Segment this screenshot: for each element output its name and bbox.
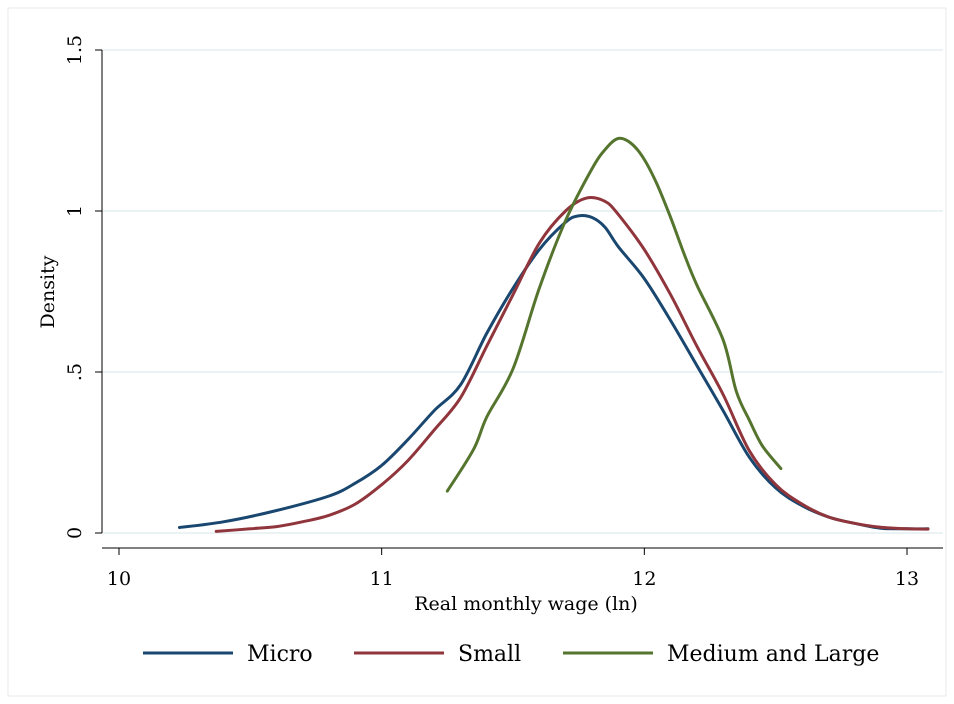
y-tick-label: 1 (64, 205, 86, 217)
y-tick-label: 1.5 (64, 35, 86, 65)
x-tick-label: 13 (895, 568, 919, 590)
y-axis-title: Density (37, 255, 59, 328)
y-tick-label: .5 (64, 363, 86, 381)
axes: 0 .5 1 1.5 10 11 12 13 (64, 35, 943, 590)
series-line-small (214, 196, 930, 533)
legend-label-micro: Micro (247, 642, 313, 667)
legend-label-small: Small (458, 642, 521, 667)
x-tick-label: 12 (632, 568, 656, 590)
y-tick-label: 0 (64, 527, 86, 539)
x-tick-label: 10 (107, 568, 131, 590)
legend: Micro Small Medium and Large (143, 642, 879, 667)
gridlines (102, 49, 943, 534)
x-tick-label: 11 (370, 568, 394, 590)
series-line-medium-and-large (445, 136, 783, 493)
x-axis-title: Real monthly wage (ln) (414, 593, 638, 615)
legend-label-medium-and-large: Medium and Large (667, 642, 879, 667)
series-lines (177, 136, 930, 533)
